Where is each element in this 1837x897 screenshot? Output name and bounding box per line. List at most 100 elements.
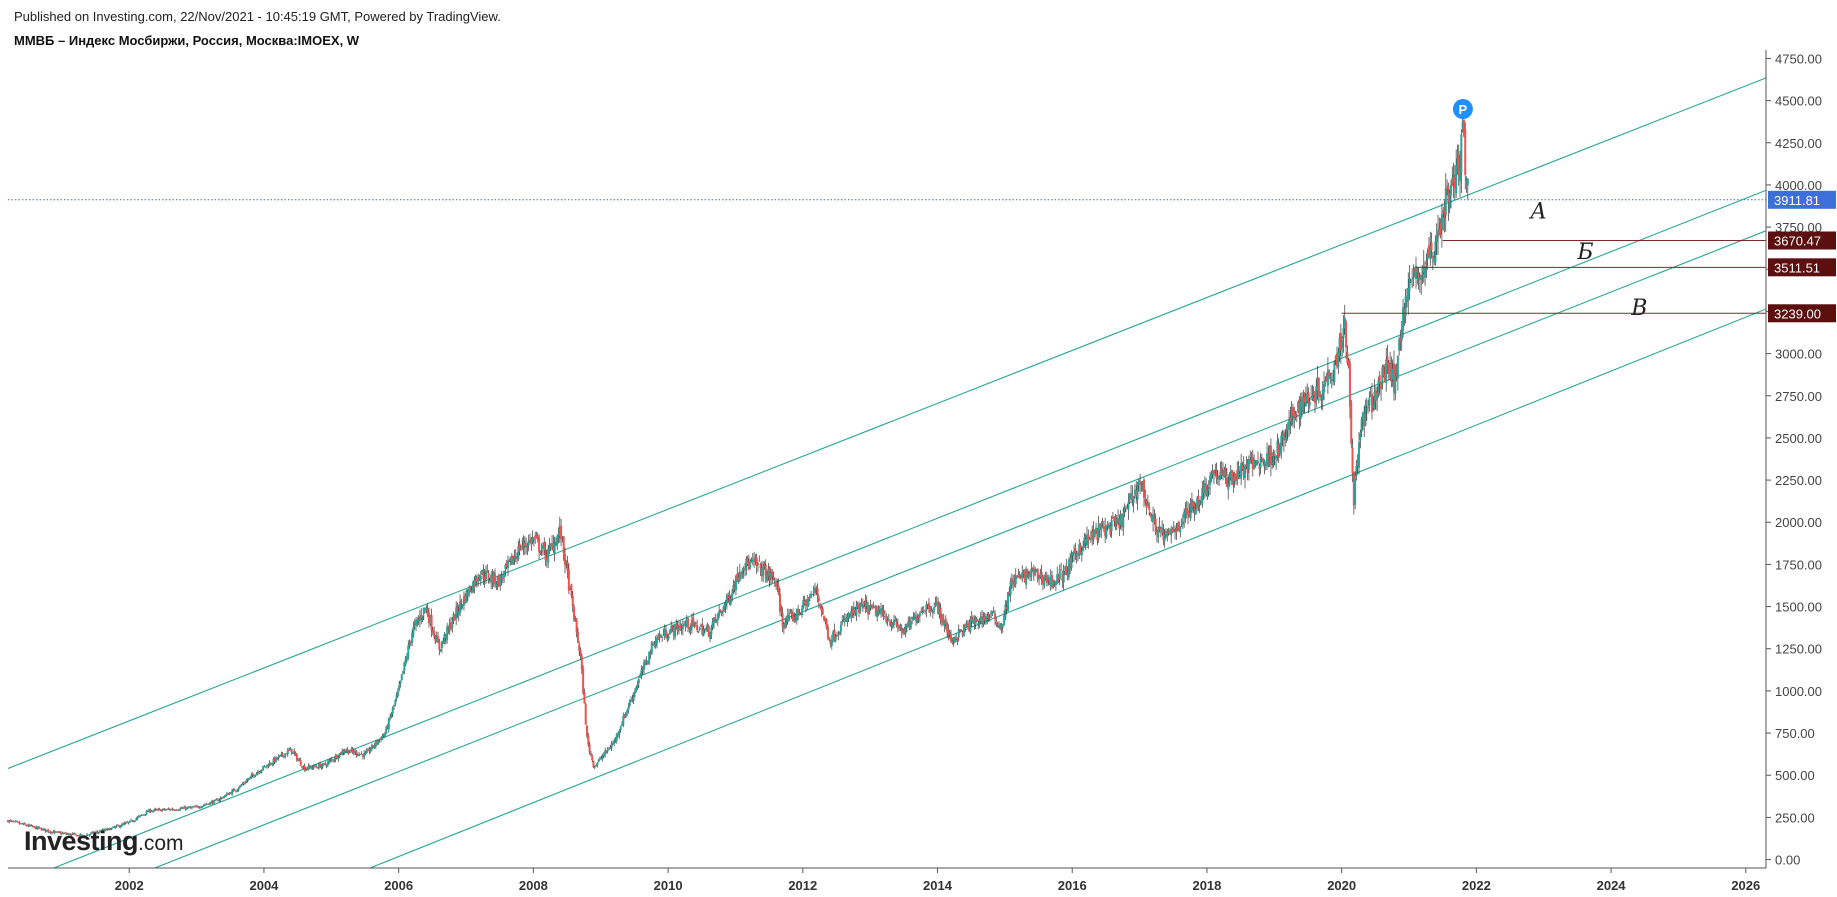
candle-body: [1334, 357, 1337, 360]
candle-body: [718, 611, 721, 616]
candle-body: [310, 766, 313, 769]
candle-body: [732, 584, 735, 593]
candle-body: [1299, 400, 1302, 420]
x-tick-label: 2008: [519, 878, 548, 893]
candle-body: [417, 619, 420, 621]
candle-body: [904, 624, 907, 634]
candle-body: [1231, 470, 1234, 485]
candle-body: [908, 620, 911, 628]
candle-body: [504, 565, 507, 569]
candle-body: [13, 821, 16, 823]
candle-body: [192, 806, 195, 808]
candle-body: [1097, 524, 1100, 539]
candle-body: [788, 614, 791, 621]
candle-body: [288, 749, 291, 751]
candle-body: [57, 831, 60, 833]
candle-body: [970, 616, 973, 622]
candle-body: [38, 827, 41, 829]
candle-body: [1285, 430, 1288, 440]
candle-body: [386, 727, 389, 729]
candle-body: [1273, 453, 1276, 455]
candle-body: [356, 754, 359, 756]
candle-body: [1104, 526, 1107, 536]
candle-body: [179, 808, 182, 810]
candle-body: [499, 576, 502, 586]
candle-body: [448, 623, 451, 629]
candle-body: [1079, 544, 1082, 554]
candle-body: [756, 563, 759, 565]
candle-body: [795, 608, 798, 621]
candle-body: [816, 588, 819, 596]
candle-body: [26, 825, 29, 827]
candle-body: [74, 833, 77, 835]
candle-body: [259, 771, 262, 774]
candle-body: [1389, 364, 1392, 378]
candle-body: [865, 602, 868, 607]
candle-body: [567, 569, 570, 591]
candle-body: [62, 833, 65, 835]
candle-body: [1158, 525, 1161, 529]
candle-body: [149, 809, 152, 812]
candle-body: [995, 621, 998, 624]
candle-body: [240, 785, 243, 787]
candle-body: [672, 627, 675, 635]
candle-body: [101, 829, 104, 832]
candle-body: [566, 562, 569, 572]
candle-body: [394, 700, 397, 705]
candle-body: [772, 576, 775, 580]
candle-body: [890, 624, 893, 626]
candle-body: [231, 790, 234, 795]
candle-body: [1120, 513, 1123, 527]
candle-body: [1308, 401, 1311, 406]
candle-body: [775, 581, 778, 587]
candle-body: [1272, 456, 1275, 466]
candle-body: [588, 744, 591, 752]
candle-body: [219, 798, 222, 801]
candle-body: [863, 602, 866, 604]
candle-body: [964, 624, 967, 628]
channel-line: [52, 189, 1766, 868]
candle-body: [1382, 366, 1385, 376]
candle-body: [1426, 251, 1429, 260]
candle-body: [815, 588, 818, 590]
investing-logo: Investing.com: [24, 826, 184, 857]
candle-body: [626, 710, 629, 713]
candle-body: [836, 635, 839, 637]
candle-body: [909, 621, 912, 629]
candle-body: [1193, 503, 1196, 512]
candle-body: [623, 716, 626, 718]
candle-body: [86, 834, 89, 837]
candle-body: [1264, 461, 1267, 465]
candle-body: [746, 558, 749, 565]
candle-body: [955, 638, 958, 640]
candle-body: [232, 789, 235, 791]
candle-body: [1022, 571, 1025, 575]
candle-body: [579, 649, 582, 656]
candle-body: [503, 570, 506, 578]
candle-body: [560, 525, 563, 540]
candle-body: [1430, 242, 1433, 251]
candle-body: [620, 724, 623, 727]
candle-body: [677, 627, 680, 630]
candle-body: [268, 762, 271, 767]
candle-body: [41, 828, 44, 831]
candle-body: [400, 674, 403, 681]
candle-body: [293, 750, 296, 754]
candle-body: [1043, 576, 1046, 586]
candle-body: [98, 830, 101, 832]
candle-body: [1392, 363, 1395, 393]
candle-body: [891, 624, 894, 627]
candle-body: [277, 756, 280, 759]
candle-body: [124, 822, 127, 824]
candle-body: [324, 763, 327, 765]
candle-body: [532, 538, 535, 540]
candle-series: [7, 101, 1469, 838]
candle-body: [470, 590, 473, 593]
candle-body: [684, 625, 687, 627]
candle-body: [777, 585, 780, 595]
candle-body: [896, 624, 899, 628]
candle-body: [1118, 518, 1121, 529]
channel-line: [368, 308, 1766, 868]
candle-body: [992, 611, 995, 613]
